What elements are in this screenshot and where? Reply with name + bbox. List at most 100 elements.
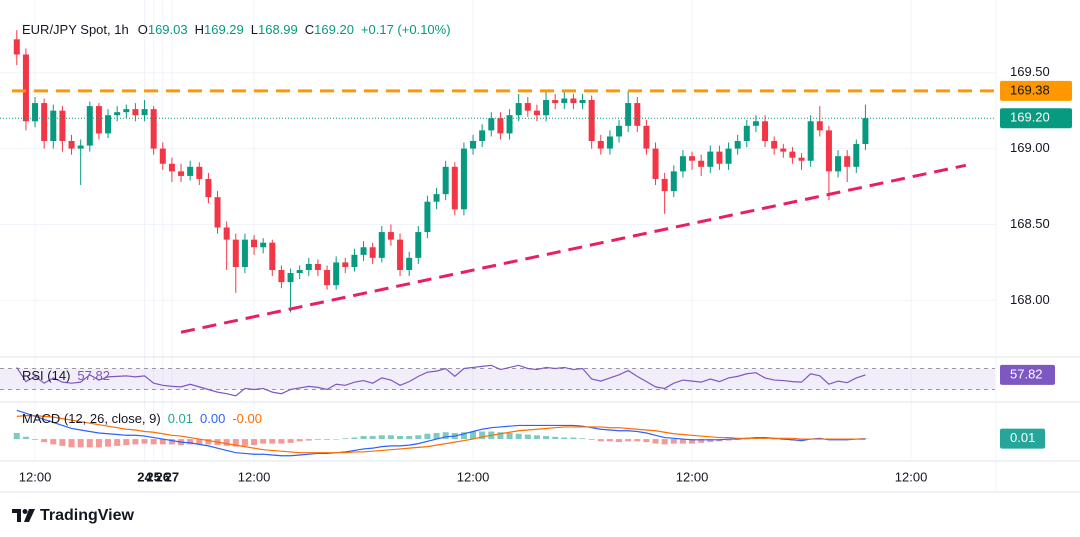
macd-histogram-value: 0.01: [168, 411, 193, 426]
rsi-value: 57.82: [77, 368, 110, 383]
candle-body: [442, 166, 449, 195]
rsi-line: [16, 364, 866, 397]
candle-body: [95, 106, 102, 134]
macd-histogram-bar: [533, 435, 540, 440]
y-tick-label: 168.50: [1010, 216, 1050, 231]
macd-histogram-bar: [397, 436, 404, 440]
macd-histogram-bar: [114, 439, 121, 446]
macd-histogram-bar: [524, 434, 531, 440]
candle-body: [314, 263, 321, 271]
candle-body: [643, 125, 650, 149]
macd-histogram-bar: [196, 439, 203, 445]
rsi-value-label: 57.82: [1010, 366, 1043, 381]
candle-body: [524, 103, 531, 111]
candle-body: [552, 100, 559, 104]
macd-histogram-bar: [150, 439, 157, 445]
macd-histogram-bar: [314, 439, 321, 440]
candle-body: [579, 100, 586, 104]
macd-histogram-bar: [725, 439, 732, 441]
candle-body: [707, 151, 714, 167]
resistance-label: 169.38: [1010, 82, 1050, 97]
macd-histogram-bar: [515, 433, 522, 440]
macd-histogram-bar: [743, 439, 750, 440]
macd-histogram-bar: [205, 439, 212, 445]
candle-body: [415, 232, 422, 258]
trend-line: [180, 163, 967, 334]
candle-body: [652, 148, 659, 179]
x-tick-label: 26: [156, 469, 170, 484]
macd-value-box: [1000, 428, 1045, 449]
candle-body: [132, 109, 139, 116]
macd-histogram-bar: [771, 439, 778, 440]
legend-value: 169.03: [148, 22, 188, 37]
macd-histogram-bar: [597, 439, 604, 442]
macd-value-label: 0.01: [1010, 430, 1035, 445]
macd-histogram-bar: [333, 439, 340, 440]
macd-histogram-bar: [387, 435, 394, 440]
candle-body: [369, 247, 376, 258]
candle-body: [844, 156, 851, 167]
last-price-label: 169.20: [1010, 110, 1050, 125]
candle-body: [570, 98, 577, 104]
macd-histogram-bar: [543, 436, 550, 440]
macd-histogram-bar: [241, 439, 248, 446]
macd-histogram-bar: [278, 439, 285, 444]
candle-body: [296, 270, 303, 274]
candle-body: [187, 166, 194, 176]
candle-body: [41, 103, 48, 142]
candle-body: [825, 130, 832, 172]
candle-body: [141, 109, 148, 116]
candle-body: [168, 163, 175, 172]
candle-body: [22, 54, 29, 122]
candle-body: [625, 103, 632, 126]
candle-body: [105, 115, 112, 134]
candle-body: [734, 141, 741, 149]
candle-body: [698, 160, 705, 167]
candle-body: [387, 232, 394, 240]
macd-histogram-bar: [479, 431, 486, 440]
macd-histogram-bar: [442, 432, 449, 440]
macd-histogram-bar: [561, 437, 568, 440]
macd-histogram-bar: [123, 439, 130, 446]
macd-histogram-bar: [798, 439, 805, 441]
macd-histogram-bar: [369, 436, 376, 440]
chart-title: EUR/JPY Spot, 1h: [22, 22, 129, 37]
y-tick-label: 168.00: [1010, 292, 1050, 307]
brand-logo: [12, 509, 35, 522]
macd-histogram-bar: [95, 439, 102, 448]
candle-body: [488, 118, 495, 131]
macd-histogram-bar: [324, 439, 331, 440]
macd-histogram-bar: [497, 432, 504, 440]
macd-histogram-bar: [77, 439, 84, 448]
candle-body: [123, 109, 130, 113]
candle-body: [762, 121, 769, 142]
macd-histogram-bar: [652, 439, 659, 444]
x-tick-label: 12:00: [238, 469, 271, 484]
macd-macd-line: [16, 409, 866, 457]
macd-histogram-bar: [670, 439, 677, 444]
macd-histogram-bar: [296, 439, 303, 442]
macd-histogram-bar: [132, 439, 139, 445]
candle-body: [533, 110, 540, 116]
macd-histogram-bar: [260, 439, 267, 444]
macd-histogram-bar: [679, 439, 686, 444]
candle-body: [515, 103, 522, 116]
candle-body: [196, 166, 203, 179]
resistance-label-box: [1000, 80, 1072, 101]
candle-body: [68, 141, 75, 149]
macd-value: 0.00: [200, 411, 225, 426]
candle-body: [497, 118, 504, 134]
x-tick-label: 12:00: [457, 469, 490, 484]
candle-body: [397, 239, 404, 271]
macd-histogram-bar: [506, 433, 513, 440]
candle-body: [342, 262, 349, 267]
candle-body: [324, 270, 331, 286]
macd-histogram-bar: [470, 431, 477, 440]
candle-body: [771, 141, 778, 149]
candle-body: [543, 100, 550, 116]
last-price-box: [1000, 108, 1072, 129]
candle-body: [351, 254, 358, 267]
macd-histogram-bar: [50, 439, 57, 445]
legend-change: +0.17 (+0.10%): [361, 22, 451, 37]
